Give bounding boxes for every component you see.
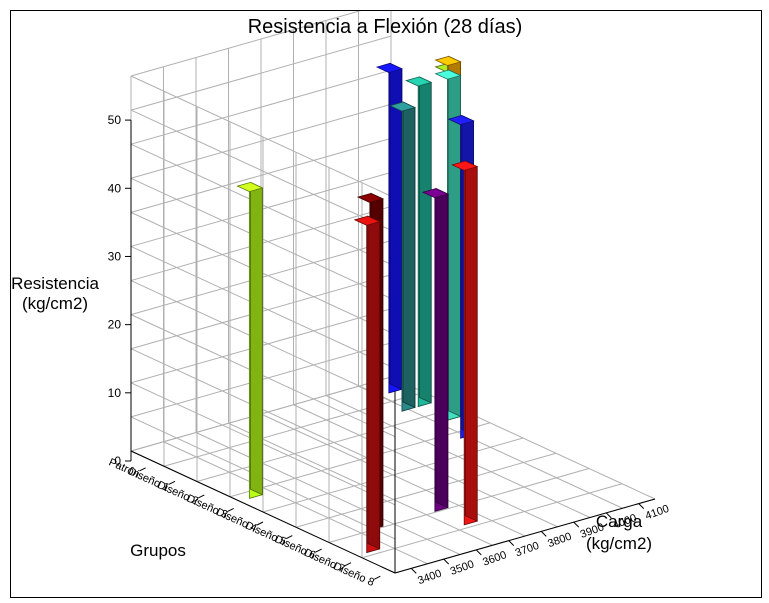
load-tick <box>443 558 450 565</box>
bar-side-face <box>418 76 432 404</box>
bar-top-face <box>405 76 433 87</box>
load-tick <box>638 503 645 509</box>
y-axis-title-line1: Carga <box>596 512 643 531</box>
chart-title: Resistencia a Flexión (28 días) <box>248 16 523 38</box>
z-tick-label: 40 <box>108 181 122 195</box>
x-axis-title: Grupos <box>130 541 186 560</box>
group-tick <box>315 548 322 553</box>
group-tick <box>256 521 264 526</box>
bar <box>405 76 433 408</box>
grid-line <box>130 416 396 540</box>
bar-top-face <box>353 215 381 226</box>
load-tick-label: 3500 <box>449 558 476 578</box>
load-tick-label: 3400 <box>416 568 443 588</box>
bar-top-face <box>451 160 479 171</box>
grid-line <box>130 69 392 145</box>
load-tick <box>540 531 547 537</box>
grid-line <box>293 404 558 528</box>
load-tick-label: 4100 <box>644 503 671 523</box>
bar <box>451 160 479 526</box>
grid-line <box>195 432 461 555</box>
load-tick <box>475 549 482 556</box>
grid-line <box>130 143 396 267</box>
load-tick <box>410 568 417 574</box>
grid-line <box>163 441 428 565</box>
chart-svg: Resistencia a Flexión (28 días) Resisten… <box>11 11 671 589</box>
load-tick-label: 3800 <box>546 531 573 551</box>
grid-line <box>130 137 392 213</box>
z-axis-title-line1: Resistencia <box>11 274 99 293</box>
bar-side-face <box>435 187 449 509</box>
bars <box>236 55 479 554</box>
chart-frame: Resistencia a Flexión (28 días) Resisten… <box>10 10 762 598</box>
y-axis-title-line2: (kg/cm2) <box>586 534 652 553</box>
bar-side-face <box>464 160 478 522</box>
z-tick-label: 0 <box>114 454 121 468</box>
load-tick <box>605 512 612 519</box>
bar-top-face <box>434 69 462 80</box>
grid-line <box>130 11 362 77</box>
group-tick <box>286 535 293 540</box>
grid-line <box>260 413 526 537</box>
grid-line <box>130 280 396 403</box>
grid-line <box>358 385 623 509</box>
group-tick <box>198 494 205 499</box>
bar <box>375 62 404 394</box>
bar <box>421 187 450 512</box>
bar-top-face <box>356 192 385 203</box>
grid-line <box>130 314 396 438</box>
grid-line <box>130 177 396 301</box>
grid-line <box>130 211 396 335</box>
load-axis-line <box>394 498 656 574</box>
z-tick-label: 10 <box>108 386 122 400</box>
group-tick <box>374 575 381 580</box>
z-tick-label: 30 <box>108 249 122 263</box>
z-tick-label: 20 <box>108 318 122 332</box>
grid-line <box>228 422 493 546</box>
bar-top-face <box>375 62 404 73</box>
bar <box>388 101 417 412</box>
bar <box>353 215 381 554</box>
grid-line <box>130 103 392 179</box>
bar <box>236 181 264 499</box>
bar-side-face <box>250 181 263 496</box>
z-axis-title-line2: (kg/cm2) <box>22 294 88 313</box>
bar-top-face <box>447 115 475 126</box>
group-tick-label: Diseño 8 <box>331 560 376 589</box>
group-tick <box>139 467 146 472</box>
z-tick-label: 50 <box>108 113 122 127</box>
tick-marks <box>125 119 645 580</box>
group-tick <box>344 562 352 567</box>
grid-line <box>130 75 396 199</box>
load-tick <box>508 540 515 546</box>
bar-top-face <box>236 181 264 193</box>
bar-side-face <box>402 101 416 409</box>
grid-line <box>130 35 392 111</box>
grid-line <box>130 109 396 233</box>
bar-top-face <box>388 101 417 112</box>
bar <box>434 69 462 421</box>
load-tick-label: 3700 <box>514 540 541 560</box>
bar-top-face <box>421 188 450 199</box>
bar-top-face <box>434 55 462 66</box>
z-tick-labels: 0 10 20 30 40 50 <box>108 113 122 468</box>
bar-side-face <box>367 215 381 550</box>
group-axis-line <box>130 450 396 574</box>
load-tick <box>573 521 580 528</box>
group-tick <box>227 507 234 512</box>
load-tick-label: 3600 <box>481 549 508 569</box>
grid-line <box>130 246 396 369</box>
bar-side-face <box>389 62 403 390</box>
group-tick <box>168 480 176 485</box>
grid-line <box>130 348 396 472</box>
grid-line <box>130 382 396 506</box>
